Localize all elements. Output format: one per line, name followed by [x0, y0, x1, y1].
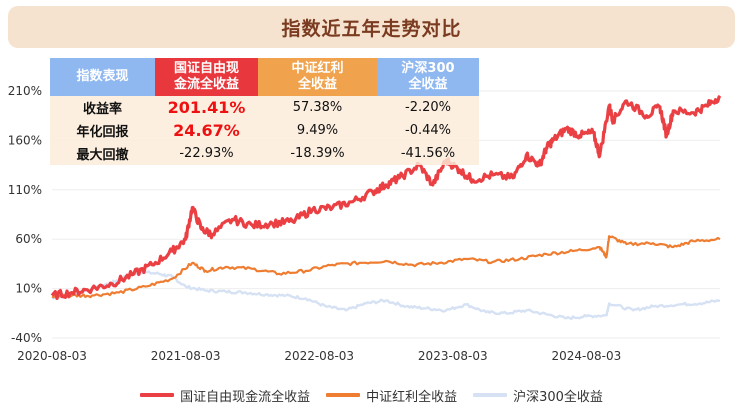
- legend-item-fcf[interactable]: 国证自由现金流全收益: [140, 386, 310, 405]
- performance-table: 指数表现 国证自由现 金流全收益 中证红利 全收益 沪深300 全收益 收益率 …: [50, 58, 479, 165]
- cell-dividend-annualized: 9.49%: [258, 119, 377, 142]
- row-label: 收益率: [50, 96, 155, 119]
- x-tick-label: 2022-08-03: [284, 349, 354, 363]
- chart-title: 指数近五年走势对比: [281, 17, 462, 40]
- y-tick-label: 210%: [8, 84, 42, 98]
- cell-hs300-return: -2.20%: [377, 96, 479, 119]
- header-dividend-line2: 全收益: [297, 77, 337, 92]
- legend-swatch: [473, 393, 508, 397]
- cell-fcf-annualized: 24.67%: [155, 119, 258, 142]
- x-tick-label: 2024-08-03: [552, 349, 622, 363]
- header-dividend-line1: 中证红利: [291, 61, 344, 76]
- cell-hs300-annualized: -0.44%: [377, 119, 479, 142]
- table-header-row: 指数表现 国证自由现 金流全收益 中证红利 全收益 沪深300 全收益: [50, 58, 479, 96]
- y-tick-label: -40%: [11, 331, 42, 345]
- table-row-return: 收益率 201.41% 57.38% -2.20%: [50, 96, 479, 119]
- series-hs300-line: [51, 270, 721, 321]
- legend-swatch: [326, 393, 361, 397]
- header-metric-line1: 指数表现: [76, 69, 129, 84]
- legend-item-dividend[interactable]: 中证红利全收益: [326, 386, 457, 405]
- header-fcf: 国证自由现 金流全收益: [155, 58, 258, 96]
- header-fcf-line1: 国证自由现: [173, 61, 239, 76]
- header-metric: 指数表现: [50, 58, 155, 96]
- x-tick-label: 2023-08-03: [418, 349, 488, 363]
- series-lines: [50, 94, 722, 321]
- legend-swatch: [140, 393, 175, 397]
- header-hs300: 沪深300 全收益: [377, 58, 479, 96]
- y-tick-label: 60%: [15, 232, 42, 246]
- series-fcf-line: [50, 94, 722, 301]
- row-label: 年化回报: [50, 119, 155, 142]
- y-axis-ticks: 210% 160% 110% 60% 10% -40%: [8, 84, 42, 345]
- y-tick-label: 160%: [8, 133, 42, 147]
- legend-label: 沪深300全收益: [513, 389, 603, 405]
- x-tick-label: 2021-08-03: [151, 349, 221, 363]
- table-row-drawdown: 最大回撤 -22.93% -18.39% -41.56%: [50, 142, 479, 165]
- legend-label: 中证红利全收益: [366, 389, 458, 405]
- header-fcf-line2: 金流全收益: [173, 77, 239, 92]
- x-tick-label: 2020-08-03: [17, 349, 87, 363]
- legend-label: 国证自由现金流全收益: [180, 389, 311, 405]
- cell-hs300-drawdown: -41.56%: [377, 142, 479, 165]
- cell-dividend-drawdown: -18.39%: [258, 142, 377, 165]
- series-dividend-line: [51, 235, 721, 299]
- header-dividend: 中证红利 全收益: [258, 58, 377, 96]
- y-tick-label: 10%: [15, 282, 42, 296]
- legend-item-hs300[interactable]: 沪深300全收益: [473, 386, 603, 405]
- cell-fcf-drawdown: -22.93%: [155, 142, 258, 165]
- y-tick-label: 110%: [8, 183, 42, 197]
- row-label: 最大回撤: [50, 142, 155, 165]
- title-banner: 指数近五年走势对比: [8, 6, 735, 48]
- header-hs300-line2: 全收益: [408, 77, 448, 92]
- chart-legend: 国证自由现金流全收益 中证红利全收益 沪深300全收益: [0, 385, 743, 405]
- x-axis-ticks: 2020-08-03 2021-08-03 2022-08-03 2023-08-03…: [17, 349, 621, 363]
- cell-dividend-return: 57.38%: [258, 96, 377, 119]
- table-row-annualized: 年化回报 24.67% 9.49% -0.44%: [50, 119, 479, 142]
- cell-fcf-return: 201.41%: [155, 96, 258, 119]
- header-hs300-line1: 沪深300: [401, 61, 455, 76]
